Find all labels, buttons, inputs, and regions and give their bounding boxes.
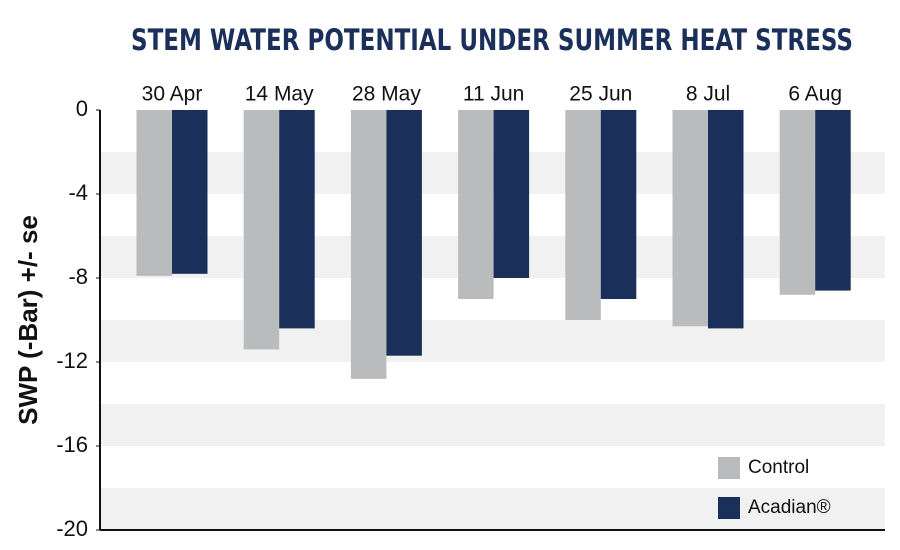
x-tick-label: 14 May xyxy=(245,83,314,106)
legend-swatch xyxy=(718,497,740,519)
background-band xyxy=(100,404,885,446)
bar xyxy=(350,110,387,379)
legend-swatch xyxy=(718,457,740,479)
x-tick-label: 25 Jun xyxy=(569,83,632,106)
y-axis-label: SWP (-Bar) +/- se xyxy=(13,215,43,425)
y-tick-label: -8 xyxy=(68,264,88,289)
bar xyxy=(815,110,851,291)
bar xyxy=(279,110,315,329)
y-tick-label: -16 xyxy=(56,432,88,457)
legend-label: Acadian® xyxy=(748,497,831,518)
bar xyxy=(386,110,422,356)
bar xyxy=(136,110,172,276)
y-tick-label: -20 xyxy=(56,516,88,541)
bar xyxy=(779,110,816,295)
x-tick-label: 30 Apr xyxy=(142,83,203,106)
y-tick-label: -4 xyxy=(68,180,88,205)
legend-label: Control xyxy=(748,457,809,478)
x-tick-label: 8 Jul xyxy=(686,83,730,106)
bar xyxy=(172,110,208,274)
y-tick-label: 0 xyxy=(76,96,88,121)
bar xyxy=(565,110,601,320)
bar xyxy=(708,110,744,329)
x-tick-label: 28 May xyxy=(352,83,421,106)
bar xyxy=(600,110,637,299)
x-tick-label: 11 Jun xyxy=(463,83,525,106)
chart-title: STEM WATER POTENTIAL UNDER SUMMER HEAT S… xyxy=(131,23,853,57)
background-band xyxy=(100,488,885,530)
background-band xyxy=(100,320,885,362)
bar xyxy=(493,110,530,278)
y-tick-label: -12 xyxy=(56,348,88,373)
bar xyxy=(458,110,494,299)
bar xyxy=(243,110,280,350)
bar xyxy=(672,110,708,327)
x-tick-label: 6 Aug xyxy=(788,83,842,106)
